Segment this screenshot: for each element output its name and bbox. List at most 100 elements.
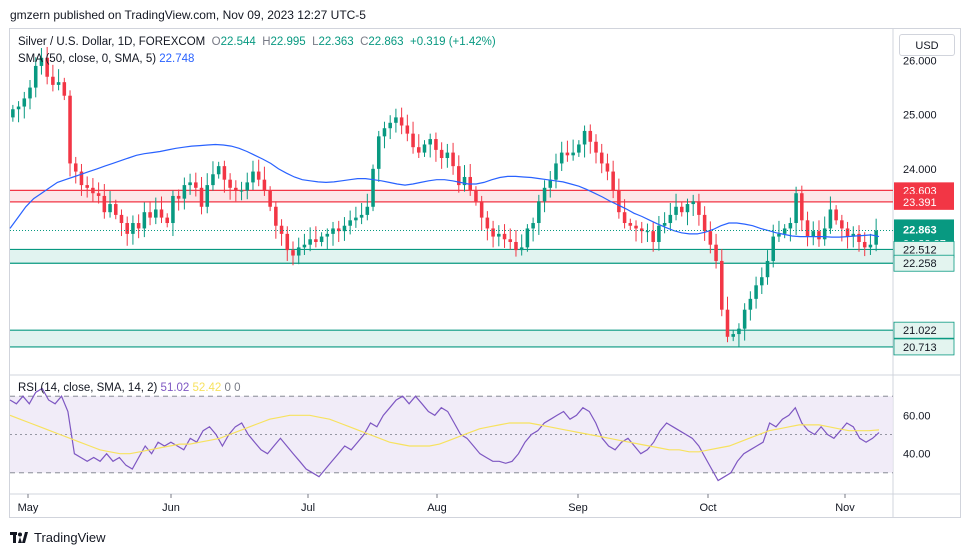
legend-symbol[interactable]: Silver / U.S. Dollar, 1D, FOREXCOM [18,36,206,48]
chart-frame[interactable] [9,28,961,518]
candle-body [302,244,307,248]
candle-body [291,250,295,256]
support-label: 20.713 [903,342,937,354]
candle-body [548,179,553,188]
candle-body [862,241,867,248]
sma-legend: SMA (50, close, 0, SMA, 5) 22.748 [18,53,194,65]
candle-body [525,228,530,248]
candle-body [354,217,358,221]
candle-body [577,144,581,153]
currency-button[interactable]: USD [899,34,955,56]
candle-body [159,209,164,218]
resistance-label-box [894,193,954,210]
candle-body [188,182,192,186]
support-label-box [893,321,955,339]
candle-body [502,233,507,240]
legend-low-label: L [312,36,319,48]
candle-body [731,334,735,337]
candle-body [685,204,690,213]
candle-body [39,57,44,66]
time-tick-label: Jul [301,502,315,514]
candle-body [125,223,129,234]
footer-brand[interactable]: TradingView [10,530,106,545]
candle-body [457,166,461,186]
legend-open-label: O [211,36,221,48]
candle-body [760,277,764,286]
time-tick-label: Oct [699,502,716,514]
candle-body [840,220,844,229]
candle-body [531,223,535,229]
candle-body [296,247,301,256]
candle-body [239,190,244,192]
candle-body [508,239,513,242]
candle-body [119,214,124,224]
candle-body [331,228,335,234]
rsi-extra-2: 0 [234,382,241,394]
candle-body [405,125,410,134]
candle-body [599,152,604,164]
candle-body [45,57,49,77]
candle-body [708,231,713,245]
candle-body [714,244,718,261]
rsi-extra-1: 0 [224,382,231,394]
candle-body [868,244,873,248]
time-tick-label: Nov [835,502,855,514]
support-label-box [893,338,955,356]
candle-body [131,223,135,234]
sma-line [9,143,880,238]
candle-body [142,212,147,229]
zone-support [10,330,893,347]
candle-body [651,231,655,242]
candle-body [417,147,421,153]
candle-body [491,228,495,237]
candle-body [765,260,770,278]
candle-body [268,190,272,207]
legend-close-label: C [360,36,369,48]
candle-body [194,182,198,188]
candle-body [845,228,850,237]
rsi-tick-label: 60.00 [903,410,931,422]
candle-body [154,209,158,218]
candle-body [754,285,758,299]
support-label: 22.512 [903,244,937,256]
candle-body [28,87,32,99]
rsi-tick-label: 40.00 [903,449,931,461]
rsi-value: 51.02 [160,382,190,394]
candle-body [565,152,570,156]
candle-body [256,171,261,180]
resistance-label: 23.391 [903,197,937,209]
sma-label[interactable]: SMA (50, close, 0, SMA, 5) [18,53,157,65]
candle-body [222,166,227,180]
time-tick-label: Sep [568,502,588,514]
footer-brand-text: TradingView [34,530,106,545]
price-tick-label: 24.000 [903,164,937,176]
rsi-label[interactable]: RSI (14, close, SMA, 14, 2) [18,382,158,394]
legend-high-label: H [262,36,271,48]
candle-body [725,309,730,337]
legend-open: 22.544 [220,36,256,48]
candle-body [439,149,444,159]
legend-high: 22.995 [270,36,306,48]
candle-body [359,214,364,218]
zone-support [10,249,893,264]
candle-body [411,133,415,148]
candle-body [514,241,518,251]
price-tick-label: 25.000 [903,110,937,122]
candle-body [234,187,238,191]
candle-body [788,223,793,229]
candle-body [365,206,370,215]
candle-body [782,228,787,234]
candle-body [588,130,593,142]
candle-body [96,193,101,196]
rsi-ma-value: 52.42 [192,382,222,394]
candle-body [308,239,312,245]
candle-body [748,298,753,310]
candle-body [394,117,398,123]
price-tick-label: 26.000 [903,56,937,68]
candle-body [857,233,861,242]
candle-body [165,217,169,224]
candle-body [216,166,221,175]
candle-body [182,185,187,199]
candle-body [314,239,318,242]
